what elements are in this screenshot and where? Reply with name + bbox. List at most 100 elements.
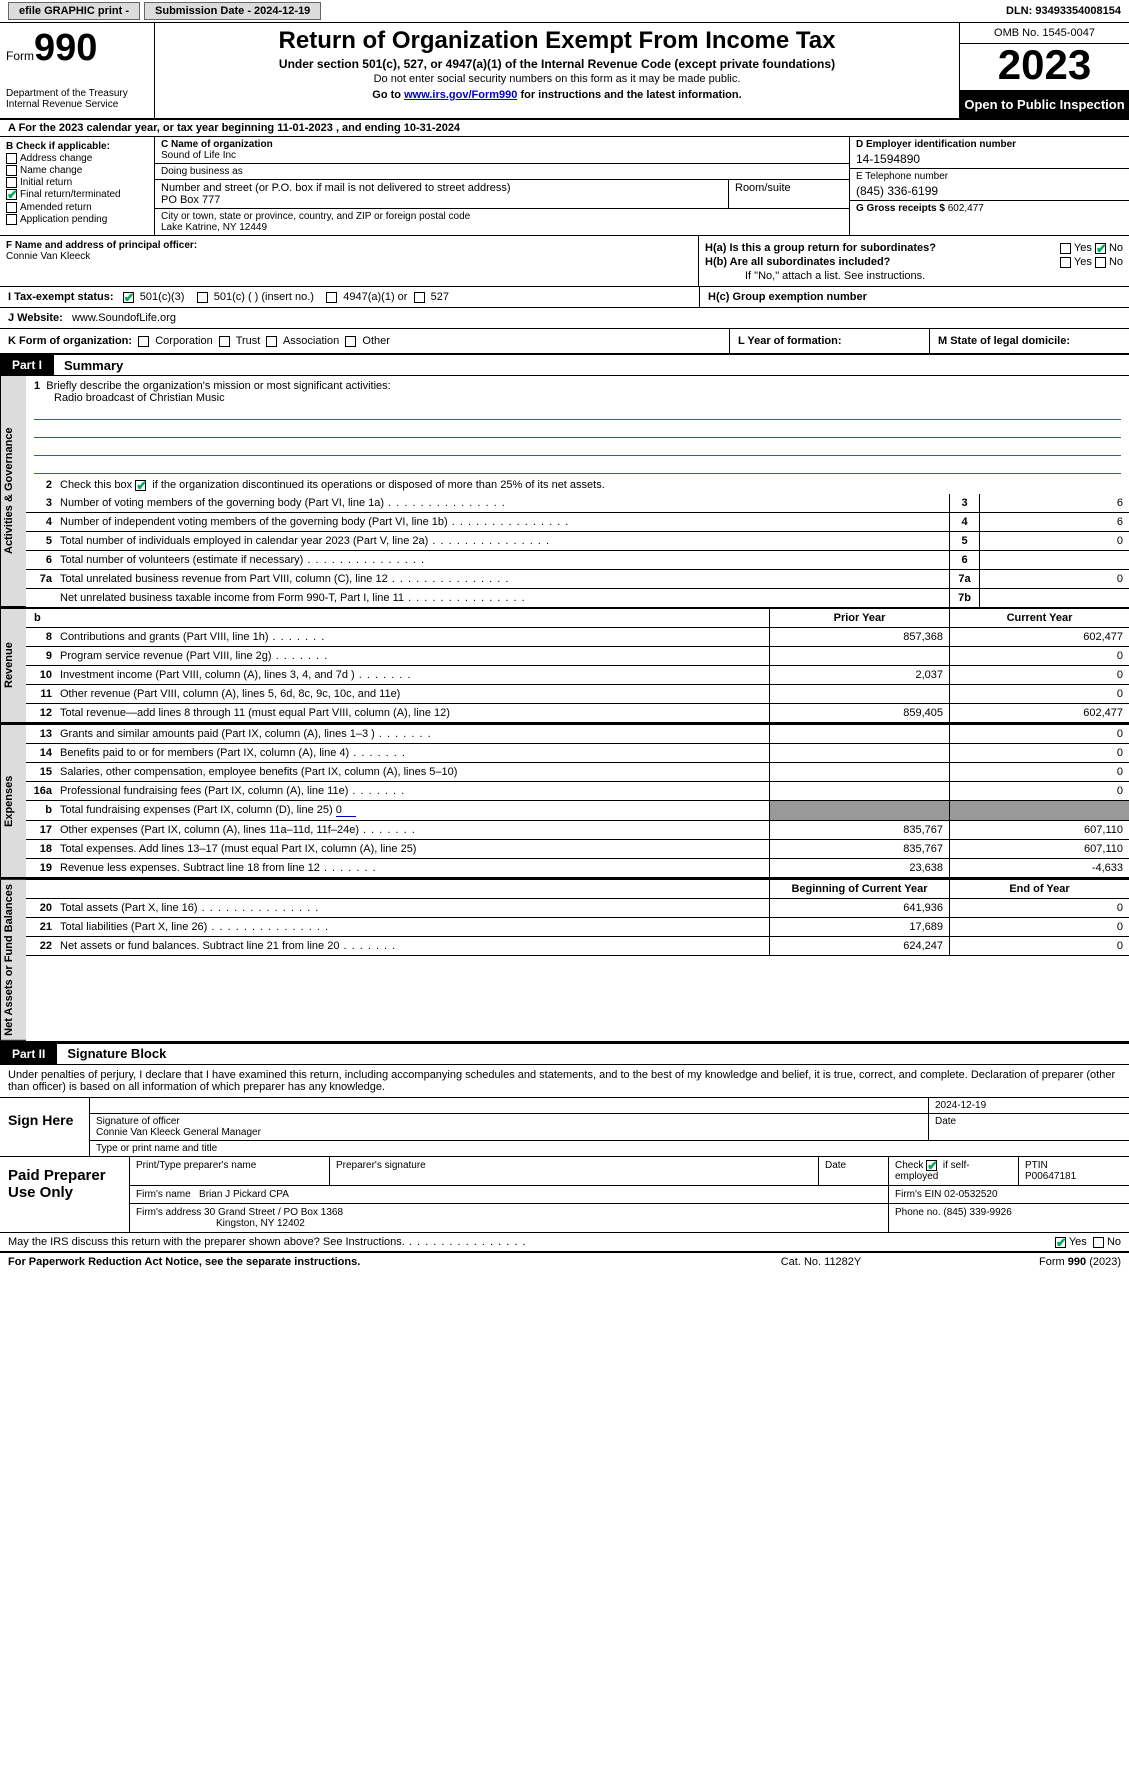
line19-prior: 23,638 xyxy=(769,859,949,877)
discuss-yes-checkbox[interactable] xyxy=(1055,1237,1066,1248)
ptin-label: PTIN xyxy=(1025,1160,1123,1171)
chk-527[interactable] xyxy=(414,292,425,303)
hb-yes-label: Yes xyxy=(1074,256,1092,268)
submission-date: Submission Date - 2024-12-19 xyxy=(144,2,321,20)
chk-discontinued[interactable] xyxy=(135,480,146,491)
ha-yes-checkbox[interactable] xyxy=(1060,243,1071,254)
section-klm: K Form of organization: Corporation Trus… xyxy=(0,329,1129,354)
year-pre: A For the 2023 calendar year, or tax yea… xyxy=(8,122,277,134)
chk-final-return[interactable]: Final return/terminated xyxy=(6,189,148,200)
tax-status-label: I Tax-exempt status: xyxy=(8,291,114,303)
line4-box: 4 xyxy=(949,513,979,531)
vtab-expenses: Expenses xyxy=(0,725,26,878)
hb-yes-checkbox[interactable] xyxy=(1060,257,1071,268)
line22-begin: 624,247 xyxy=(769,937,949,955)
chk-501c3[interactable] xyxy=(123,292,134,303)
line21-num: 21 xyxy=(26,918,56,936)
line6-num: 6 xyxy=(26,551,56,569)
chk-application-pending[interactable]: Application pending xyxy=(6,214,148,225)
line15-prior xyxy=(769,763,949,781)
line15-desc: Salaries, other compensation, employee b… xyxy=(56,763,769,781)
chk-association[interactable] xyxy=(266,336,277,347)
line17-current: 607,110 xyxy=(949,821,1129,839)
chk-name-change[interactable]: Name change xyxy=(6,165,148,176)
line19-num: 19 xyxy=(26,859,56,877)
part1-header: Part I Summary xyxy=(0,354,1129,376)
line14-num: 14 xyxy=(26,744,56,762)
firm-addr1: 30 Grand Street / PO Box 1368 xyxy=(204,1207,343,1218)
line6-val xyxy=(979,551,1129,569)
line2-num: 2 xyxy=(26,476,56,494)
dln-number: DLN: 93493354008154 xyxy=(1006,5,1121,17)
ha-label: H(a) Is this a group return for subordin… xyxy=(705,242,936,254)
line15-num: 15 xyxy=(26,763,56,781)
line14-prior xyxy=(769,744,949,762)
col-b-heading: B Check if applicable: xyxy=(6,141,148,152)
chk-amended-return[interactable]: Amended return xyxy=(6,202,148,213)
line8-num: 8 xyxy=(26,628,56,646)
form-word: Form xyxy=(6,49,34,63)
chk-corporation[interactable] xyxy=(138,336,149,347)
paid-preparer-block: Paid Preparer Use Only Print/Type prepar… xyxy=(0,1157,1129,1233)
firm-phone-value: (845) 339-9926 xyxy=(943,1207,1011,1218)
line21-desc: Total liabilities (Part X, line 26) xyxy=(56,918,769,936)
chk-4947[interactable] xyxy=(326,292,337,303)
efile-print-button[interactable]: efile GRAPHIC print - xyxy=(8,2,140,20)
officer-label: F Name and address of principal officer: xyxy=(6,240,692,251)
year-formation-label: L Year of formation: xyxy=(738,335,842,347)
line10-desc: Investment income (Part VIII, column (A)… xyxy=(56,666,769,684)
gross-value: 602,477 xyxy=(948,203,984,214)
line2-desc-post: if the organization discontinued its ope… xyxy=(152,479,605,491)
opt-assoc: Association xyxy=(283,335,339,347)
vtab-governance: Activities & Governance xyxy=(0,376,26,607)
line9-prior xyxy=(769,647,949,665)
ha-no-checkbox[interactable] xyxy=(1095,243,1106,254)
firm-addr-label: Firm's address xyxy=(136,1207,201,1218)
phone-label: E Telephone number xyxy=(856,171,1123,182)
hdr-beginning-year: Beginning of Current Year xyxy=(769,880,949,898)
line16b-desc: Total fundraising expenses (Part IX, col… xyxy=(56,801,769,820)
hdr-end-year: End of Year xyxy=(949,880,1129,898)
chk-other[interactable] xyxy=(345,336,356,347)
opt-trust: Trust xyxy=(236,335,261,347)
col-c-org-info: C Name of organization Sound of Life Inc… xyxy=(155,137,849,235)
line3-desc: Number of voting members of the governin… xyxy=(56,494,949,512)
irs-link[interactable]: www.irs.gov/Form990 xyxy=(404,89,517,101)
section-fh: F Name and address of principal officer:… xyxy=(0,236,1129,287)
website-label: J Website: xyxy=(8,312,63,324)
line5-val: 0 xyxy=(979,532,1129,550)
opt-corp: Corporation xyxy=(155,335,212,347)
opt-501c: 501(c) ( ) (insert no.) xyxy=(214,291,314,303)
top-toolbar: efile GRAPHIC print - Submission Date - … xyxy=(0,0,1129,23)
part2-badge: Part II xyxy=(0,1044,57,1064)
line12-prior: 859,405 xyxy=(769,704,949,722)
preparer-date-label: Date xyxy=(819,1157,889,1185)
ein-label: D Employer identification number xyxy=(856,139,1123,150)
footer-catno: Cat. No. 11282Y xyxy=(721,1256,921,1268)
line8-prior: 857,368 xyxy=(769,628,949,646)
line16b-num: b xyxy=(26,801,56,820)
chk-501c[interactable] xyxy=(197,292,208,303)
discuss-row: May the IRS discuss this return with the… xyxy=(0,1233,1129,1253)
preparer-sig-label: Preparer's signature xyxy=(330,1157,819,1185)
line16a-desc: Professional fundraising fees (Part IX, … xyxy=(56,782,769,800)
chk-initial-return[interactable]: Initial return xyxy=(6,177,148,188)
hb-no-checkbox[interactable] xyxy=(1095,257,1106,268)
line14-desc: Benefits paid to or for members (Part IX… xyxy=(56,744,769,762)
part1-badge: Part I xyxy=(0,355,54,375)
line22-end: 0 xyxy=(949,937,1129,955)
open-to-public: Open to Public Inspection xyxy=(960,91,1129,118)
mission-text: Radio broadcast of Christian Music xyxy=(34,392,1121,404)
discuss-no-checkbox[interactable] xyxy=(1093,1237,1104,1248)
goto-pre: Go to xyxy=(372,89,404,101)
chk-self-employed[interactable] xyxy=(926,1160,937,1171)
line18-desc: Total expenses. Add lines 13–17 (must eq… xyxy=(56,840,769,858)
chk-trust[interactable] xyxy=(219,336,230,347)
phone-value: (845) 336-6199 xyxy=(856,182,1123,198)
section-bcd: B Check if applicable: Address change Na… xyxy=(0,137,1129,236)
expenses-section: Expenses 13Grants and similar amounts pa… xyxy=(0,725,1129,880)
form-subtitle-2: Do not enter social security numbers on … xyxy=(163,73,951,85)
discuss-no: No xyxy=(1107,1236,1121,1248)
line7b-val xyxy=(979,589,1129,607)
chk-address-change[interactable]: Address change xyxy=(6,153,148,164)
